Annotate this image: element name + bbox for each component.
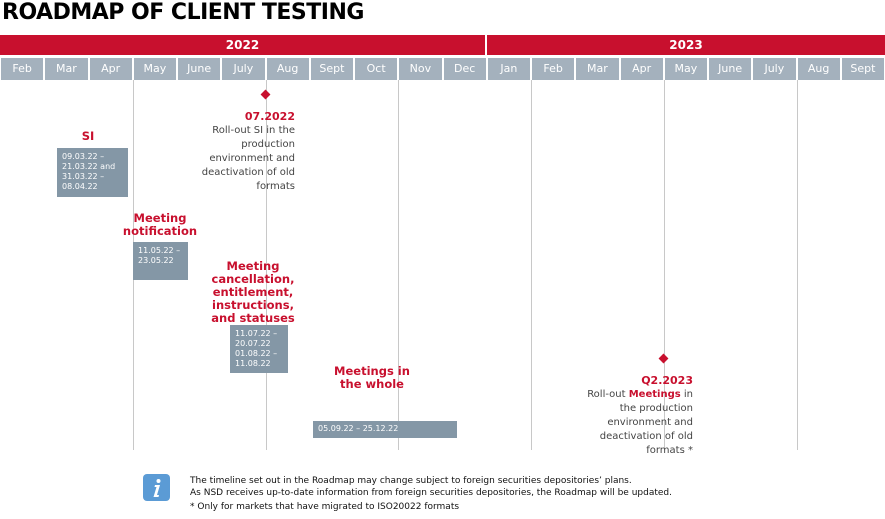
month-cell: Apr: [89, 58, 132, 80]
month-cell: June: [178, 58, 221, 80]
month-cell: July: [222, 58, 265, 80]
month-cell: Feb: [1, 58, 44, 80]
month-cell: Aug: [266, 58, 309, 80]
note: As NSD receives up-to-date information f…: [190, 488, 672, 498]
milestone-highlight: Meetings: [628, 389, 681, 400]
phase-dates: 09.03.22 – 21.03.22 and 31.03.22 – 08.04…: [57, 148, 128, 197]
year-header: 2022: [0, 35, 485, 55]
phase-label: Meeting notification: [122, 211, 198, 238]
phase-dates: 11.07.22 – 20.07.22 01.08.22 – 11.08.22: [230, 325, 288, 373]
month-cell: Aug: [797, 58, 840, 80]
month-cell: May: [133, 58, 176, 80]
month-cell: July: [753, 58, 796, 80]
phase-label: Meeting cancellation, entitlement, instr…: [211, 259, 295, 325]
phase-dates: 05.09.22 – 25.12.22: [313, 421, 457, 438]
month-cell: Feb: [532, 58, 575, 80]
year-header: 2023: [487, 35, 885, 55]
milestone-marker: [260, 89, 271, 100]
month-cell: Mar: [45, 58, 88, 80]
info-icon: [143, 474, 170, 501]
milestone-date: 07.2022: [244, 110, 295, 123]
note: * Only for markets that have migrated to…: [190, 502, 460, 512]
title: ROADMAP OF CLIENT TESTING: [2, 0, 364, 25]
milestone-text: Roll-out: [587, 389, 626, 400]
month-cell: June: [709, 58, 752, 80]
month-cell: May: [664, 58, 707, 80]
phase-label: Meetings in the whole: [334, 364, 410, 391]
month-cell: Nov: [399, 58, 442, 80]
month-cell: Sept: [841, 58, 884, 80]
month-cell: Sept: [310, 58, 353, 80]
phase-label: SI: [81, 129, 95, 143]
month-cell: Dec: [443, 58, 486, 80]
grid-line: [531, 80, 532, 450]
phase-dates: 11.05.22 – 23.05.22: [133, 242, 188, 280]
note: The timeline set out in the Roadmap may …: [190, 476, 632, 486]
milestone: 07.2022 Roll-out SI in the production en…: [200, 110, 295, 194]
milestone-text: Roll-out SI in the production environmen…: [201, 125, 295, 192]
milestone-date: Q2.2023: [641, 374, 693, 387]
milestone-text: in the production environment and deacti…: [599, 389, 693, 456]
month-cell: Jan: [487, 58, 530, 80]
month-cell: Oct: [355, 58, 398, 80]
grid-line: [797, 80, 798, 450]
month-cell: Mar: [576, 58, 619, 80]
milestone-marker: [658, 353, 669, 364]
month-cell: Apr: [620, 58, 663, 80]
grid-line: [664, 80, 665, 450]
grid-line: [266, 80, 267, 450]
grid-line: [398, 80, 399, 450]
milestone: Q2.2023 Roll-out Meetings in the product…: [583, 374, 693, 458]
